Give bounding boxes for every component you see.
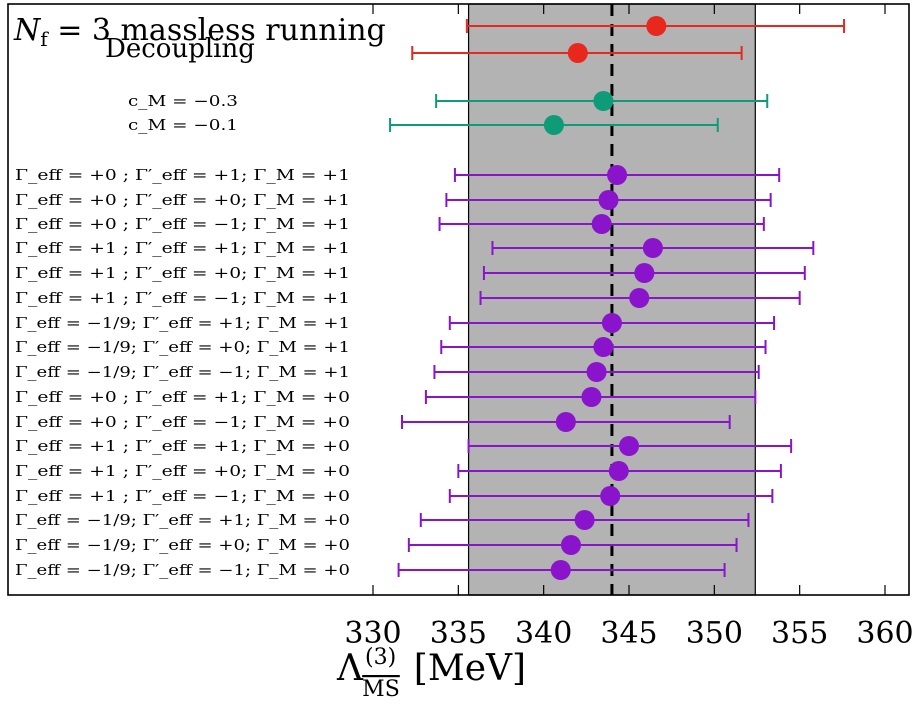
x-tick-label: 355 bbox=[771, 616, 828, 651]
row-label: Γ_eff = +1 ; Γ′_eff = +1; Γ_M = +0 bbox=[15, 439, 350, 455]
data-point-marker bbox=[601, 313, 622, 333]
x-tick-label: 345 bbox=[600, 616, 657, 651]
data-point-group bbox=[457, 461, 782, 481]
data-point-group bbox=[407, 535, 738, 555]
row-label: Γ_eff = +0 ; Γ′_eff = +1; Γ_M = +1 bbox=[15, 168, 350, 184]
data-point-marker bbox=[593, 337, 614, 357]
data-point-group bbox=[419, 510, 750, 530]
x-tick-label: 360 bbox=[856, 616, 912, 651]
row-label: Γ_eff = +0 ; Γ′_eff = +1; Γ_M = +0 bbox=[15, 390, 350, 406]
data-point-group bbox=[411, 43, 743, 63]
row-label: Γ_eff = +1 ; Γ′_eff = −1; Γ_M = +1 bbox=[15, 291, 350, 307]
data-point-group bbox=[389, 115, 719, 135]
row-label: Γ_eff = −1/9; Γ′_eff = +0; Γ_M = +0 bbox=[15, 538, 350, 554]
data-point-marker bbox=[586, 362, 607, 382]
row-label: Γ_eff = +0 ; Γ′_eff = +0; Γ_M = +1 bbox=[15, 193, 350, 209]
data-point-marker bbox=[646, 16, 667, 36]
x-axis-label: Λ(3) MS[MeV] bbox=[336, 645, 526, 702]
x-tick-label: 340 bbox=[515, 616, 572, 651]
data-point-group bbox=[440, 337, 767, 357]
row-label: c_M = −0.3 bbox=[128, 92, 238, 110]
row-label: Γ_eff = +1 ; Γ′_eff = +0; Γ_M = +1 bbox=[15, 266, 350, 282]
data-point-marker bbox=[593, 91, 614, 111]
row-label: Γ_eff = +1 ; Γ′_eff = +1; Γ_M = +1 bbox=[15, 241, 350, 257]
data-point-marker bbox=[543, 115, 564, 135]
data-point-group bbox=[433, 362, 760, 382]
data-point-group bbox=[491, 238, 815, 258]
data-point-marker bbox=[607, 165, 628, 185]
data-point-group bbox=[397, 560, 726, 580]
data-point-group bbox=[467, 436, 793, 456]
data-point-group bbox=[448, 486, 774, 506]
row-label: Γ_eff = +0 ; Γ′_eff = −1; Γ_M = +0 bbox=[15, 415, 350, 431]
data-point-marker bbox=[581, 387, 602, 407]
data-point-marker bbox=[567, 43, 588, 63]
row-label: Γ_eff = +0 ; Γ′_eff = −1; Γ_M = +1 bbox=[15, 217, 350, 233]
data-point-group bbox=[424, 387, 757, 407]
data-point-marker bbox=[642, 238, 663, 258]
data-point-marker bbox=[591, 214, 612, 234]
row-label: c_M = −0.1 bbox=[128, 116, 238, 134]
data-point-marker bbox=[634, 263, 655, 283]
data-point-marker bbox=[619, 436, 639, 456]
row-label: Γ_eff = −1/9; Γ′_eff = +1; Γ_M = +1 bbox=[15, 316, 350, 332]
data-point-marker bbox=[629, 288, 650, 308]
data-point-marker bbox=[608, 461, 629, 481]
data-point-group bbox=[445, 190, 772, 210]
data-point-marker bbox=[574, 510, 595, 530]
data-point-group bbox=[438, 214, 765, 234]
x-tick-label: 350 bbox=[686, 616, 743, 651]
data-point-group bbox=[401, 412, 731, 432]
row-label: Γ_eff = −1/9; Γ′_eff = +1; Γ_M = +0 bbox=[15, 513, 350, 529]
data-point-group bbox=[453, 165, 781, 185]
data-point-group bbox=[479, 288, 801, 308]
row-label: Γ_eff = −1/9; Γ′_eff = −1; Γ_M = +0 bbox=[15, 563, 350, 579]
row-label: Γ_eff = +1 ; Γ′_eff = −1; Γ_M = +0 bbox=[15, 489, 350, 505]
row-label: Γ_eff = −1/9; Γ′_eff = +0; Γ_M = +1 bbox=[15, 340, 350, 356]
x-tick-label: 330 bbox=[344, 616, 401, 651]
chart-title: Nf = 3 massless running bbox=[13, 13, 386, 51]
data-point-group bbox=[465, 16, 846, 36]
data-point-marker bbox=[600, 486, 621, 506]
data-point-marker bbox=[598, 190, 619, 210]
x-tick-label: 335 bbox=[430, 616, 487, 651]
row-label: Γ_eff = −1/9; Γ′_eff = −1; Γ_M = +1 bbox=[15, 365, 350, 381]
data-point-group bbox=[448, 313, 776, 333]
data-point-group bbox=[435, 91, 769, 111]
row-label: Γ_eff = +1 ; Γ′_eff = +0; Γ_M = +0 bbox=[15, 464, 350, 480]
data-point-marker bbox=[560, 535, 581, 555]
chart-subtitle: Decoupling bbox=[105, 34, 255, 64]
data-point-marker bbox=[555, 412, 576, 432]
data-point-group bbox=[482, 263, 806, 283]
data-point-marker bbox=[550, 560, 571, 580]
